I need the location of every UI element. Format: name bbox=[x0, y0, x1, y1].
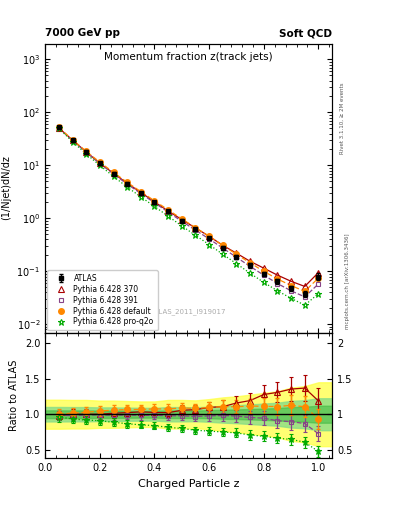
Text: mcplots.cern.ch [arXiv:1306.3436]: mcplots.cern.ch [arXiv:1306.3436] bbox=[345, 234, 350, 329]
Y-axis label: Ratio to ATLAS: Ratio to ATLAS bbox=[9, 360, 19, 431]
Text: ATLAS_2011_I919017: ATLAS_2011_I919017 bbox=[151, 308, 226, 315]
Text: Momentum fraction z(track jets): Momentum fraction z(track jets) bbox=[104, 52, 273, 62]
Y-axis label: (1/Njet)dN/dz: (1/Njet)dN/dz bbox=[1, 156, 11, 221]
Text: 7000 GeV pp: 7000 GeV pp bbox=[45, 28, 120, 38]
Legend: ATLAS, Pythia 6.428 370, Pythia 6.428 391, Pythia 6.428 default, Pythia 6.428 pr: ATLAS, Pythia 6.428 370, Pythia 6.428 39… bbox=[48, 270, 158, 330]
Text: Soft QCD: Soft QCD bbox=[279, 28, 332, 38]
X-axis label: Charged Particle z: Charged Particle z bbox=[138, 479, 239, 488]
Text: Rivet 3.1.10, ≥ 2M events: Rivet 3.1.10, ≥ 2M events bbox=[340, 82, 345, 154]
